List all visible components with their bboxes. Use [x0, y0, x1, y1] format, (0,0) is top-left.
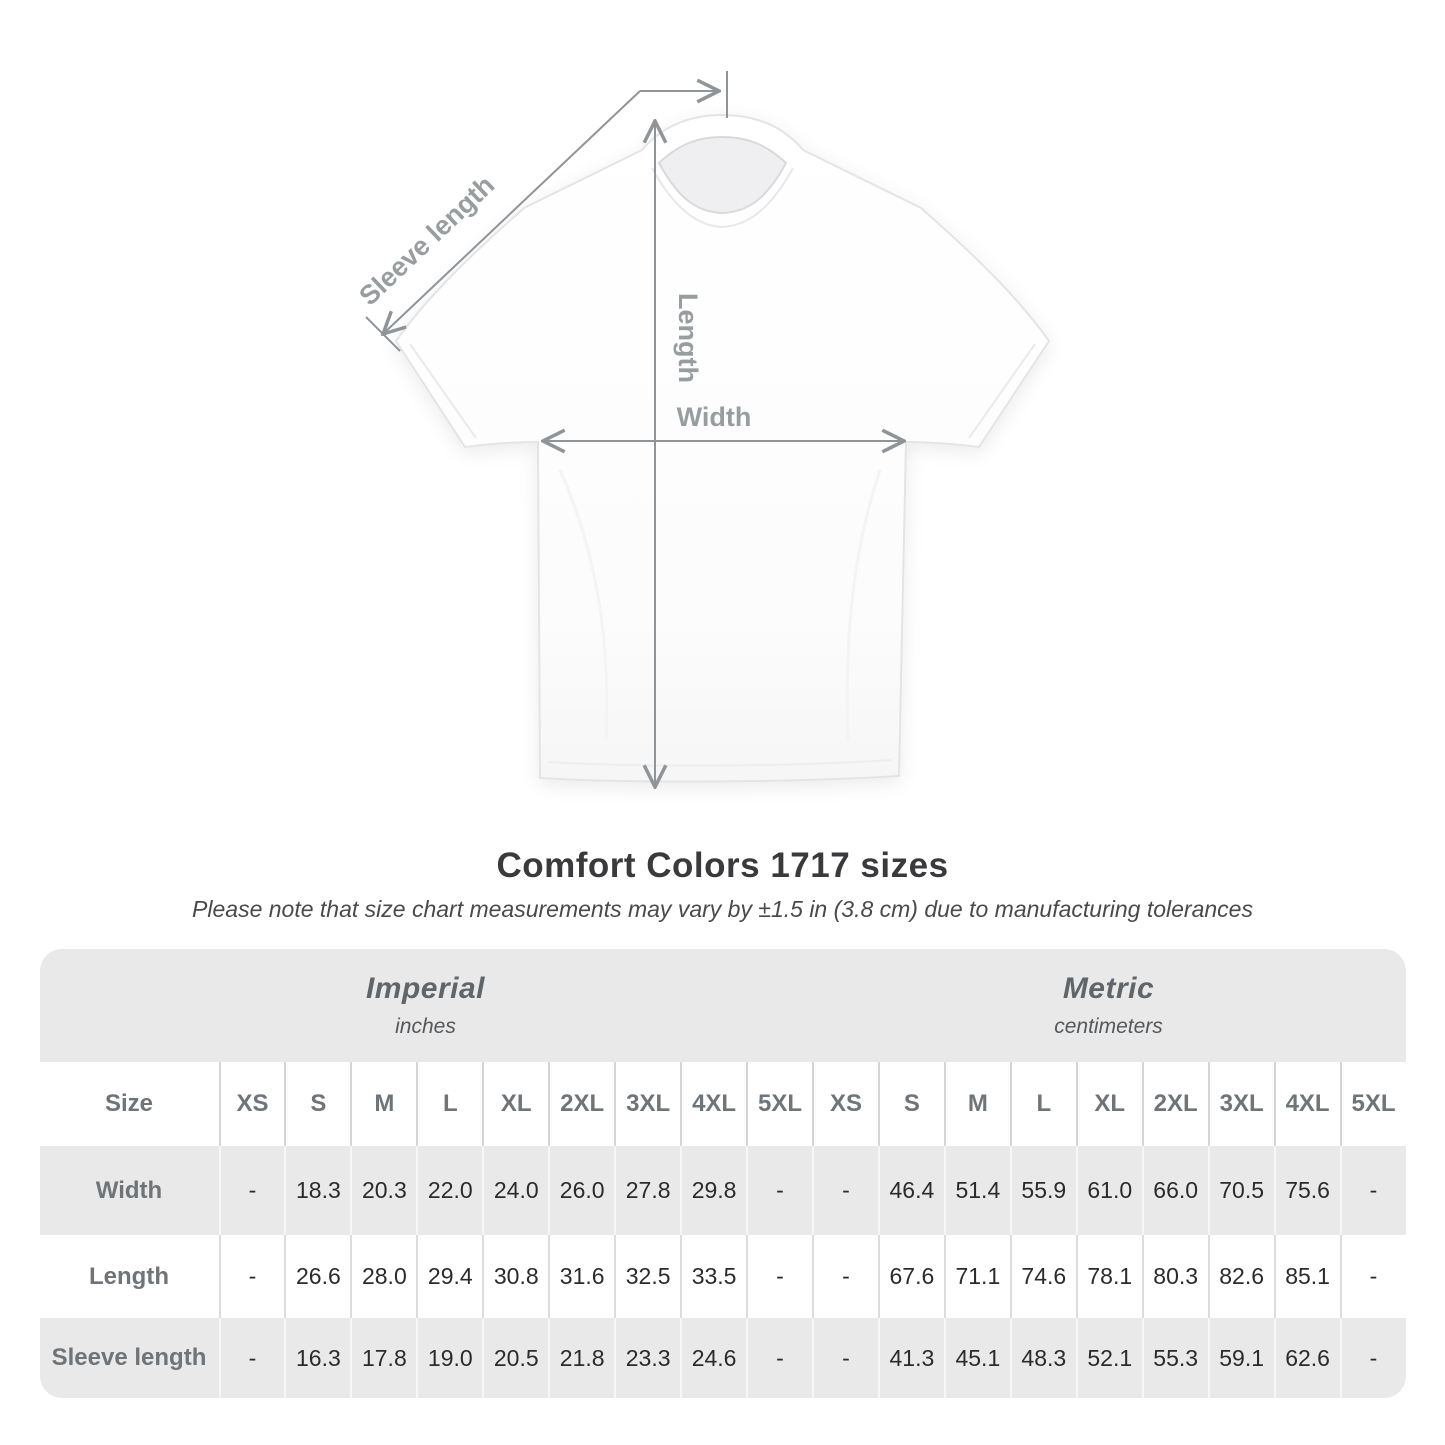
metric-section-header: Metric centimeters — [812, 949, 1406, 1062]
table-cell: 22.0 — [416, 1146, 482, 1235]
sleeve-length-row: Sleeve length - 16.3 17.8 19.0 20.5 21.8… — [39, 1318, 1406, 1398]
table-cell: 17.8 — [350, 1318, 416, 1398]
size-header-imperial-xl: XL — [482, 1062, 548, 1146]
table-cell: 32.5 — [614, 1235, 680, 1318]
table-cell: 70.5 — [1207, 1146, 1274, 1235]
size-header-imperial-s: S — [284, 1062, 350, 1146]
size-header-metric-2xl: 2XL — [1141, 1062, 1208, 1146]
table-cell: 75.6 — [1273, 1146, 1340, 1235]
table-cell: 74.6 — [1009, 1235, 1076, 1318]
size-header-row: Size XS S M L XL 2XL 3XL 4XL 5XL XS S M … — [39, 1062, 1406, 1146]
table-cell: - — [218, 1318, 285, 1398]
size-header-imperial-xs: XS — [218, 1062, 285, 1146]
table-cell: 30.8 — [482, 1235, 548, 1318]
table-cell: 55.9 — [1009, 1146, 1076, 1235]
length-label: Length — [673, 293, 703, 383]
sleeve-end-tick — [365, 316, 401, 352]
table-cell: 29.4 — [416, 1235, 482, 1318]
size-header-metric-4xl: 4XL — [1273, 1062, 1340, 1146]
table-cell: 62.6 — [1273, 1318, 1340, 1398]
size-header-imperial-4xl: 4XL — [680, 1062, 746, 1146]
sleeve-length-arrow — [383, 90, 641, 334]
table-cell: 61.0 — [1075, 1146, 1142, 1235]
table-cell: 23.3 — [614, 1318, 680, 1398]
table-cell: 29.8 — [680, 1146, 746, 1235]
table-cell: 71.1 — [943, 1235, 1010, 1318]
size-header-imperial-l: L — [416, 1062, 482, 1146]
table-cell: 82.6 — [1207, 1235, 1274, 1318]
tolerance-note: Please note that size chart measurements… — [192, 896, 1253, 922]
row-label-width: Width — [95, 1176, 163, 1204]
table-cell: 55.3 — [1141, 1318, 1208, 1398]
table-cell: 41.3 — [877, 1318, 944, 1398]
table-cell: - — [1339, 1146, 1406, 1235]
table-cell: - — [1339, 1235, 1406, 1318]
table-cell: - — [811, 1146, 878, 1235]
table-cell: - — [811, 1235, 878, 1318]
size-header-metric-l: L — [1009, 1062, 1076, 1146]
size-header-metric-m: M — [943, 1062, 1010, 1146]
table-cell: 66.0 — [1141, 1146, 1208, 1235]
table-cell: 24.0 — [482, 1146, 548, 1235]
table-cell: 18.3 — [284, 1146, 350, 1235]
table-cell: - — [746, 1318, 812, 1398]
tshirt-shape — [394, 113, 1051, 783]
table-cell: 27.8 — [614, 1146, 680, 1235]
imperial-unit: inches — [395, 1015, 456, 1038]
table-cell: 16.3 — [284, 1318, 350, 1398]
tshirt-measurement-diagram: Sleeve length Length Width — [353, 71, 1051, 830]
table-cell: 78.1 — [1075, 1235, 1142, 1318]
table-cell: 33.5 — [680, 1235, 746, 1318]
table-cell: 19.0 — [416, 1318, 482, 1398]
size-header-imperial-2xl: 2XL — [548, 1062, 614, 1146]
size-header-metric-3xl: 3XL — [1207, 1062, 1274, 1146]
unit-band: Imperial inches Metric centimeters — [39, 949, 1406, 1062]
table-cell: - — [218, 1146, 285, 1235]
imperial-heading: Imperial — [365, 972, 486, 1005]
size-header-metric-xs: XS — [811, 1062, 878, 1146]
metric-heading: Metric — [1062, 972, 1155, 1005]
tshirt-image: Sleeve length Length Width — [353, 71, 1051, 830]
size-header-metric-5xl: 5XL — [1339, 1062, 1406, 1146]
table-cell: - — [811, 1318, 878, 1398]
row-label-sleeve-length: Sleeve length — [51, 1344, 207, 1371]
table-cell: 85.1 — [1273, 1235, 1340, 1318]
size-header-imperial-3xl: 3XL — [614, 1062, 680, 1146]
size-column-header: Size — [104, 1090, 154, 1117]
table-cell: 59.1 — [1207, 1318, 1274, 1398]
table-cell: - — [746, 1146, 812, 1235]
table-cell: 28.0 — [350, 1235, 416, 1318]
row-label-length: Length — [89, 1262, 169, 1290]
table-cell: 26.0 — [548, 1146, 614, 1235]
length-row: Length - 26.6 28.0 29.4 30.8 31.6 32.5 3… — [39, 1235, 1406, 1318]
table-cell: - — [746, 1235, 812, 1318]
measurement-lines — [365, 71, 904, 787]
width-label: Width — [677, 402, 752, 432]
size-header-imperial-m: M — [350, 1062, 416, 1146]
table-cell: 52.1 — [1075, 1318, 1142, 1398]
table-cell: 48.3 — [1009, 1318, 1076, 1398]
table-cell: 21.8 — [548, 1318, 614, 1398]
metric-unit: centimeters — [1054, 1015, 1163, 1038]
table-cell: 20.5 — [482, 1318, 548, 1398]
size-header-imperial-5xl: 5XL — [746, 1062, 812, 1146]
table-cell: 26.6 — [284, 1235, 350, 1318]
size-header-metric-xl: XL — [1075, 1062, 1142, 1146]
collar-opening — [657, 135, 788, 215]
table-cell: 24.6 — [680, 1318, 746, 1398]
imperial-section-header: Imperial inches — [40, 949, 812, 1062]
page-title: Comfort Colors 1717 sizes — [496, 846, 949, 885]
table-cell: 20.3 — [350, 1146, 416, 1235]
table-cell: 46.4 — [877, 1146, 944, 1235]
table-cell: 45.1 — [943, 1318, 1010, 1398]
table-cell: - — [1339, 1318, 1406, 1398]
table-cell: 80.3 — [1141, 1235, 1208, 1318]
table-cell: 67.6 — [877, 1235, 944, 1318]
width-row: Width - 18.3 20.3 22.0 24.0 26.0 27.8 29… — [39, 1146, 1406, 1235]
size-table: Imperial inches Metric centimeters Size … — [39, 949, 1406, 1398]
size-header-metric-s: S — [877, 1062, 944, 1146]
table-cell: 31.6 — [548, 1235, 614, 1318]
table-cell: - — [218, 1235, 285, 1318]
table-cell: 51.4 — [943, 1146, 1010, 1235]
